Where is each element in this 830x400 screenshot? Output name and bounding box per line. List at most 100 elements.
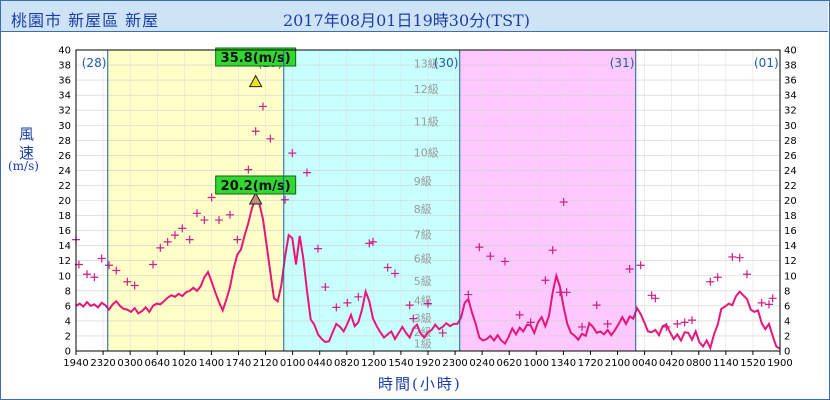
y-tick-label: 0 [65,347,71,358]
gust-point [259,102,267,111]
day-label: (31) [610,56,635,70]
gust-point [97,254,106,263]
y-tick-label: 40 [58,46,71,57]
gust-point [303,168,311,177]
gust-point [178,224,187,233]
beaufort-label: 11級 [414,115,439,128]
gust-point [688,316,696,325]
x-tick-label: 0240 [469,358,494,369]
y-tick-label-right: 34 [784,91,797,102]
gust-point [314,244,322,253]
gust-point [112,266,121,275]
gust-point [200,216,209,225]
y-tick-label-right: 32 [784,106,797,117]
beaufort-label: 9級 [414,175,432,188]
x-tick-label: 1520 [740,358,765,369]
gust-point [130,281,139,290]
gust-point [193,209,201,218]
y-tick-label-right: 40 [784,46,797,57]
gust-point [226,210,234,219]
x-tick-label: 0440 [307,358,332,369]
gust-point [603,319,612,328]
y-tick-label-right: 26 [784,151,797,162]
gust-point [365,239,374,248]
y-axis-label: 風速 [17,126,35,164]
y-tick-label: 2 [65,331,71,342]
y-tick-label: 10 [58,271,71,282]
gust-point [651,294,660,303]
x-axis-label: 時間(小時) [378,375,462,393]
beaufort-label: 7級 [414,228,432,241]
y-tick-label-right: 6 [784,301,790,312]
gust-point [405,301,414,310]
x-tick-label: 2100 [605,358,630,369]
gust-max-box [215,47,297,67]
y-tick-label: 20 [58,196,71,207]
gust-point [281,195,289,204]
beaufort-label: 4級 [414,295,432,308]
title-bar: 桃園市 新屋區 新屋 2017年08月01日19時30分(TST) [1,1,828,32]
y-tick-label-right: 2 [784,331,790,342]
gust-point [706,277,715,286]
x-tick-label: 0820 [334,358,359,369]
station-name: 桃園市 新屋區 新屋 [11,11,160,30]
y-tick-label: 6 [65,301,71,312]
y-tick-label: 8 [65,286,71,297]
y-tick-label-right: 10 [784,271,797,282]
x-tick-label: 1940 [63,358,88,369]
x-tick-label: 2320 [90,358,115,369]
y-tick-label: 4 [65,316,71,327]
gust-point [288,149,297,158]
x-tick-label: 0300 [117,358,142,369]
x-tick-label: 0420 [659,358,684,369]
gust-point [369,237,377,246]
gust-point [578,322,586,331]
gust-point [464,290,473,299]
y-tick-label-right: 28 [784,136,797,147]
x-tick-label: 2300 [442,358,467,369]
gust-point [171,231,179,240]
y-tick-label: 16 [58,226,71,237]
day-label: (30) [434,56,459,70]
x-tick-label: 1200 [361,358,386,369]
gust-point [163,237,172,246]
x-tick-label: 0100 [280,358,305,369]
gust-point [592,301,601,310]
y-tick-label-right: 0 [784,347,790,358]
gust-point [757,298,766,307]
y-tick-label-right: 12 [784,256,797,267]
beaufort-label: 12級 [414,83,439,96]
y-tick-label-right: 16 [784,226,797,237]
gust-max-marker [248,74,263,88]
x-tick-label: 1400 [199,358,224,369]
gust-point [343,298,352,307]
mean-wind-line [75,197,781,351]
y-tick-label-right: 18 [784,211,797,222]
gust-point [185,235,194,244]
gust-point [233,235,242,244]
gust-point [625,264,634,273]
x-tick-label: 0620 [497,358,522,369]
gust-point [765,300,773,309]
gust-point [332,303,341,312]
gust-point [266,134,275,143]
x-tick-label: 2120 [253,358,278,369]
x-tick-label: 1920 [415,358,440,369]
gust-point [83,270,91,279]
x-tick-label: 0640 [145,358,170,369]
gust-point [501,257,509,266]
x-tick-label: 1900 [767,358,792,369]
gust-point [354,292,363,301]
y-tick-label-right: 24 [784,166,797,177]
annotations: 35.8(m/s) 20.2(m/s) [215,47,297,205]
gust-point [244,165,253,174]
gust-point [526,318,535,327]
gust-point [541,276,550,285]
y-tick-label: 18 [58,211,71,222]
y-tick-label: 22 [58,181,71,192]
gust-point [768,294,777,303]
plot-border [75,49,781,352]
x-tick-label: 0040 [632,358,657,369]
